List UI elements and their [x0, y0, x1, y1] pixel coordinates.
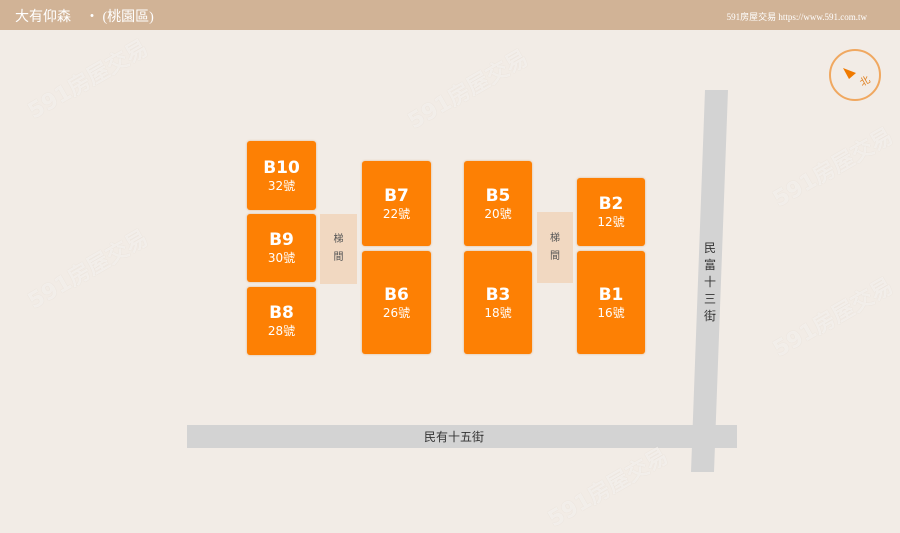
unit-b5[interactable]: B5 20號: [464, 161, 532, 246]
stair-label: 梯: [333, 234, 344, 245]
stairwell: 梯間: [320, 214, 357, 284]
unit-code: B6: [384, 284, 409, 305]
road-char: 富: [703, 258, 716, 272]
road-vertical: [691, 90, 728, 472]
unit-number: 30號: [267, 251, 296, 265]
unit-code: B9: [269, 230, 294, 250]
unit-code: B1: [598, 284, 624, 305]
unit-code: B5: [485, 185, 511, 206]
compass-label: 北: [858, 74, 873, 89]
unit-number: 16號: [597, 305, 625, 320]
brand-text: 591房屋交易 https://www.591.com.tw: [726, 12, 867, 22]
unit-b9[interactable]: B9 30號: [247, 214, 316, 282]
road-char: 街: [703, 309, 716, 323]
stair-label: 間: [550, 250, 560, 262]
unit-b8[interactable]: B8 28號: [247, 287, 316, 355]
compass: 北: [829, 49, 881, 101]
header: 大有仰森 ‧ (桃園區) 591房屋交易 https://www.591.com…: [0, 0, 900, 30]
road-label-horizontal: 民有十五街: [424, 430, 485, 444]
road-char: 十: [703, 275, 716, 289]
unit-b2[interactable]: B2 12號: [577, 178, 645, 246]
roads-layer: 北: [187, 49, 881, 472]
road-char: 三: [703, 292, 716, 306]
unit-number: 12號: [597, 215, 625, 229]
unit-b6[interactable]: B6 26號: [362, 251, 431, 354]
unit-code: B7: [384, 185, 409, 206]
unit-b3[interactable]: B3 18號: [464, 251, 532, 354]
unit-number: 22號: [382, 206, 411, 221]
unit-number: 18號: [484, 305, 512, 320]
unit-code: B10: [263, 157, 300, 178]
unit-number: 32號: [267, 178, 296, 193]
road-label-vertical: 民 富 十 三 街: [703, 240, 717, 325]
unit-b1[interactable]: B1 16號: [577, 251, 645, 354]
stair-label: 梯: [550, 232, 560, 244]
unit-code: B3: [485, 284, 511, 305]
unit-number: 28號: [267, 324, 296, 338]
unit-number: 20號: [484, 206, 512, 221]
unit-b7[interactable]: B7 22號: [362, 161, 431, 246]
north-arrow-icon: [843, 68, 856, 79]
unit-b10[interactable]: B10 32號: [247, 141, 316, 210]
stairwell: 梯間: [537, 212, 573, 283]
road-char: 民: [703, 241, 716, 255]
unit-code: B8: [269, 303, 294, 323]
unit-code: B2: [598, 194, 624, 214]
page-title: 大有仰森 ‧ (桃園區): [15, 10, 154, 25]
road-horizontal: [187, 425, 737, 448]
stair-label: 間: [333, 252, 344, 263]
unit-number: 26號: [382, 305, 411, 320]
